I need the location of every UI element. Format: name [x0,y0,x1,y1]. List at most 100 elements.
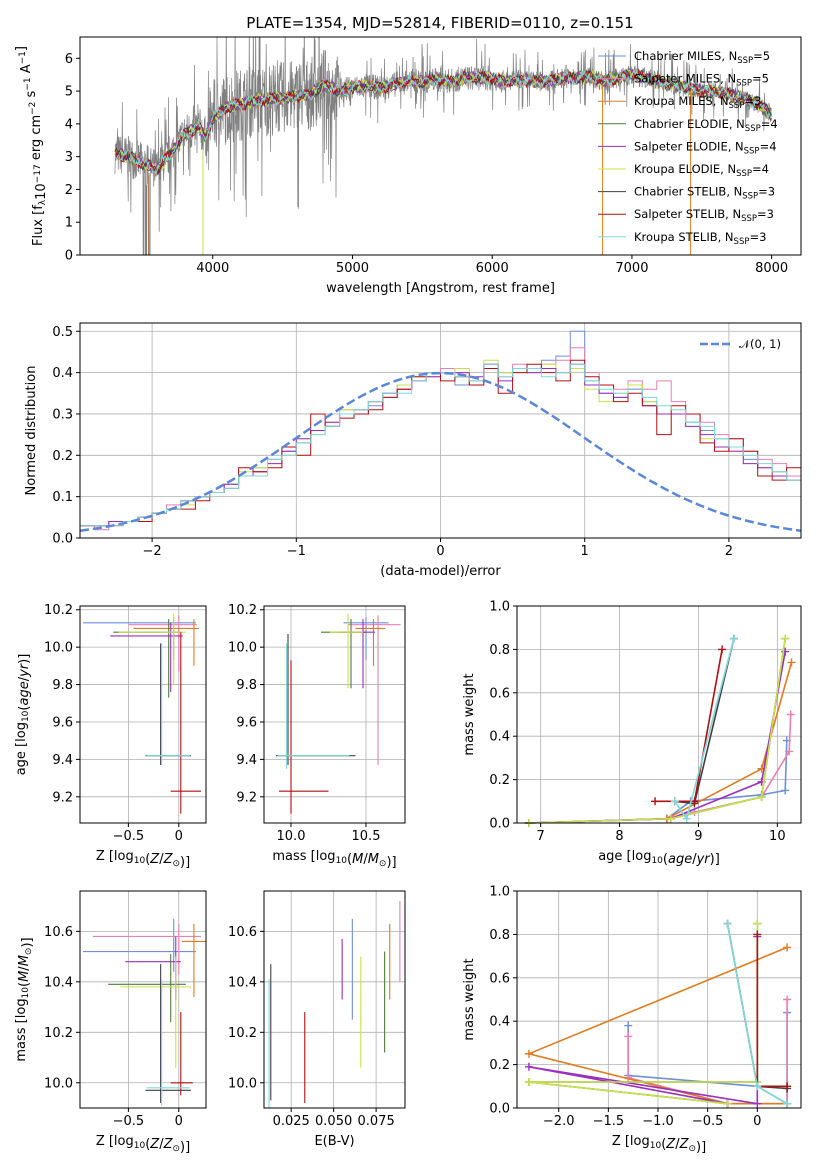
weight-marker [624,1021,633,1030]
y-tick-label: 2 [65,183,73,198]
y-tick-label: 9.4 [236,753,257,768]
x-axis-label: mass [log10(M/M⊙)] [272,849,396,870]
y-tick-label: 10.4 [44,975,73,990]
y-tick-label: 9.8 [52,678,73,693]
x-tick-label: −1.0 [642,1114,674,1129]
legend-suffix: =3 [749,230,766,244]
x-tick-label: 0 [436,544,444,559]
y-tick-label: 10.2 [44,1026,73,1041]
y-tick-label: 10.2 [44,603,73,618]
x-tick-label: 5000 [336,261,369,276]
plot-area [268,901,401,1108]
x-tick-label: −1.5 [593,1114,625,1129]
weight-vs-metallicity-panel: −2.0 −1.5 −1.0 −0.5 0 0.0 0.2 0.4 0.6 0.8 1.0 Z [lo… [462,885,802,1155]
legend-entry: Kroupa ELODIE, NSSP=4 [634,162,769,179]
weight-marker [783,1099,792,1108]
y-tick-label: 1 [65,216,73,231]
weight-line-salpeter-miles [528,714,792,824]
weight-marker [723,919,732,928]
weight-marker [753,919,762,928]
x-tick-label: 10.5 [352,829,381,844]
weight-line-salpeter-elodie [528,651,786,824]
legend-suffix: =4 [761,117,778,131]
legend-subscript: SSP [736,79,752,89]
legend-subscript: SSP [736,169,752,179]
y-tick-label: 0.2 [489,773,510,788]
y-tick-label: 9.6 [236,715,257,730]
weight-marker [670,797,679,806]
legend-entry: Salpeter MILES, NSSP=5 [634,72,769,89]
y-tick-label: 0.3 [52,407,73,422]
x-tick-label: −0.5 [113,1114,145,1129]
y-tick-label: 10.0 [228,1076,257,1091]
weight-vs-age-panel: 7 8 9 10 0.0 0.2 0.4 0.6 0.8 1.0 age [log10(age/yr… [462,600,802,867]
mass-vs-metallicity-panel: −0.5 0 10.0 10.2 10.4 10.6 Z [log10(Z/Z⊙)] mass… [14,890,207,1155]
y-tick-label: 10.0 [44,1076,73,1091]
y-tick-label: 5 [65,85,73,100]
weight-marker [753,1082,762,1091]
legend-suffix: =5 [753,49,770,63]
weight-marker [757,792,766,801]
y-tick-label: 10.2 [228,1026,257,1041]
plot-frame [79,890,207,1109]
x-tick-label: 8 [615,829,623,844]
histogram-step-kroupa-stelib [80,363,801,527]
weight-marker [781,786,790,795]
y-tick-label: 10.6 [228,925,257,940]
weight-line-chabrier-elodie [528,638,786,824]
y-tick-label: 0.4 [52,366,73,381]
plot-frame [79,36,802,256]
weight-marker [682,814,691,823]
plot-frame [516,605,802,824]
y-tick-label: 3 [65,150,73,165]
weight-marker [783,1082,792,1091]
weight-marker [781,634,790,643]
legend-subscript: SSP [744,146,760,156]
weight-marker [666,814,675,823]
plot-frame [263,605,406,824]
spectrum-panel: 4000 5000 6000 7000 8000 0 1 2 3 4 5 6 wavelength [A… [14,36,802,296]
weight-line-kroupa-elodie [528,638,786,824]
x-tick-label: 6000 [476,261,509,276]
y-tick-label: 9.2 [236,790,257,805]
legend-entry: Kroupa STELIB, NSSP=3 [634,230,766,247]
y-tick-label: 6 [65,52,73,67]
weight-marker [783,943,792,952]
weight-marker [753,1099,762,1108]
x-tick-label: 0.025 [273,1114,310,1129]
legend-subscript: SSP [745,124,761,134]
age-vs-mass-panel: 10.0 10.5 9.2 9.4 9.6 9.8 10.0 10.2 mass [log10(… [228,603,406,870]
plot-area [114,37,772,255]
plot-area [83,613,201,814]
x-axis-label: age [log10(age/yr)] [598,849,720,867]
x-tick-label: −2.0 [543,1114,575,1129]
y-tick-label: 0.4 [489,730,510,745]
y-tick-label: 0.2 [52,449,73,464]
y-tick-label: 9.2 [52,790,73,805]
x-axis-label: Z [log10(Z/Z⊙)] [612,1134,706,1155]
y-tick-label: 0.8 [489,643,510,658]
weight-line-chabrier-miles [528,740,788,824]
x-tick-label: 7 [537,829,545,844]
weight-marker [787,658,796,667]
y-tick-label: 9.6 [52,715,73,730]
y-tick-label: 10.0 [44,641,73,656]
y-tick-label: 10.0 [228,641,257,656]
y-tick-label: 0.1 [52,490,73,505]
legend-suffix: =4 [760,139,777,153]
legend-entry: Chabrier ELODIE, NSSP=4 [634,117,778,134]
legend-subscript: SSP [729,101,745,111]
mass-vs-ebv-panel: 0.025 0.050 0.075 10.0 10.2 10.4 10.6 E(B-V) [228,890,406,1149]
weight-line-chabrier-stelib [674,638,735,805]
x-tick-label: 0 [753,1114,761,1129]
figure-title: PLATE=1354, MJD=52814, FIBERID=0110, z=0… [246,14,633,32]
x-tick-label: 4000 [196,261,229,276]
weight-marker [624,1032,633,1041]
x-axis-label: wavelength [Angstrom, rest frame] [326,281,555,296]
weight-marker [785,747,794,756]
y-tick-label: 0.2 [489,1058,510,1073]
y-tick-label: 0.4 [489,1015,510,1030]
y-tick-label: 10.2 [228,603,257,618]
gaussian-curve [80,371,801,533]
